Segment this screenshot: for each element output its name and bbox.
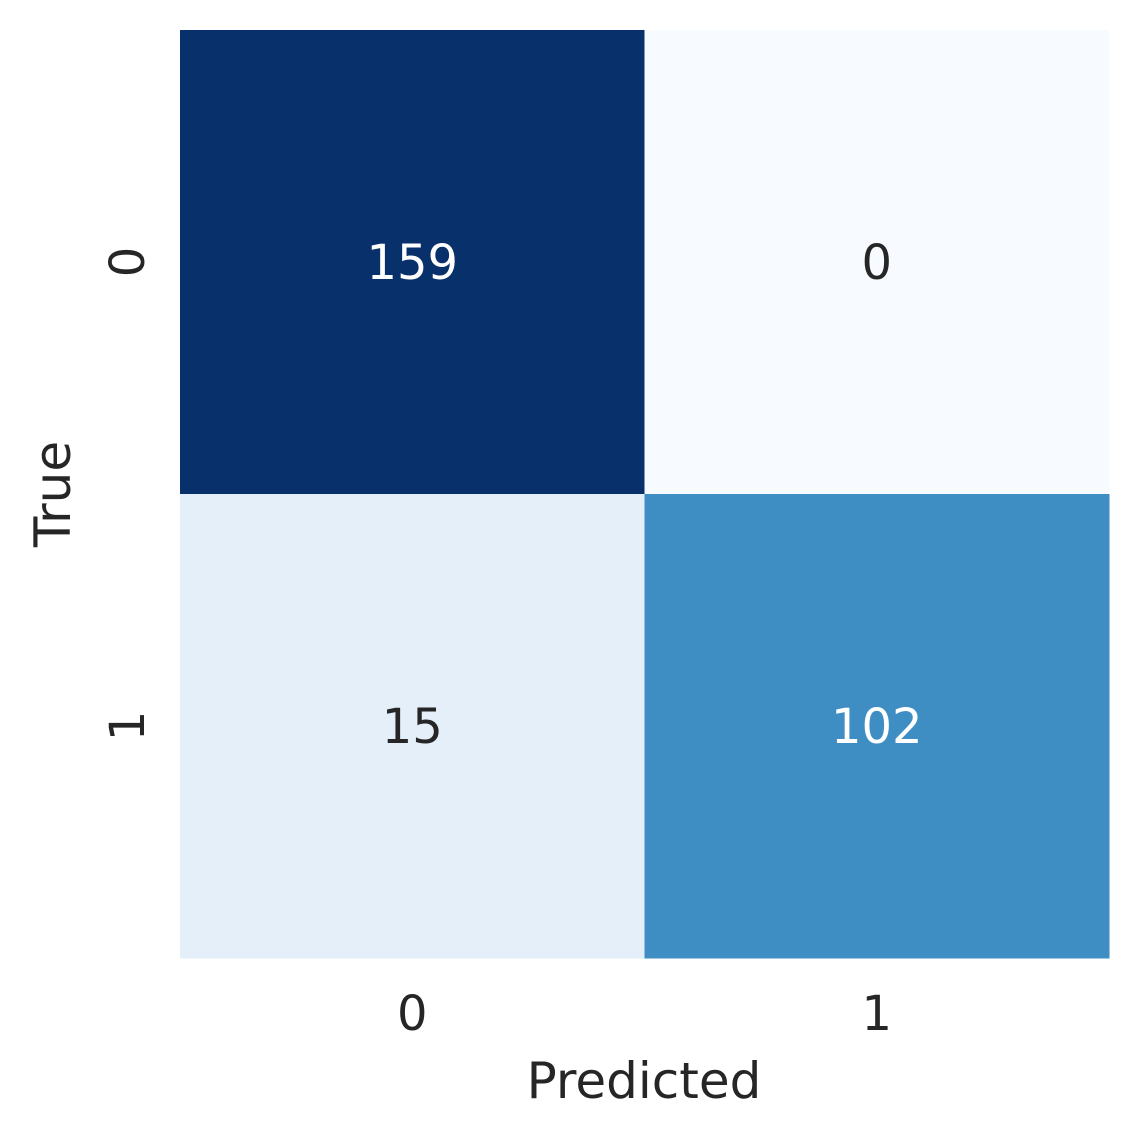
heatmap-cell-0-0 xyxy=(180,30,645,495)
y-axis-label: True xyxy=(24,441,82,548)
y-tick-labels: 01 xyxy=(100,247,156,742)
cell-value-0-1: 0 xyxy=(861,235,892,291)
cell-value-1-1: 102 xyxy=(831,699,923,755)
cell-annotations: 159 0 15 102 xyxy=(366,235,922,755)
x-axis-label: Predicted xyxy=(527,1052,762,1110)
heatmap-cell-1-1 xyxy=(644,494,1110,959)
y-tick-label-1: 1 xyxy=(100,711,156,742)
cell-value-1-0: 15 xyxy=(382,699,443,755)
heatmap-cell-0-1 xyxy=(644,30,1110,495)
heatmap-cells xyxy=(180,30,1110,959)
cell-value-0-0: 159 xyxy=(366,235,458,291)
y-tick-label-0: 0 xyxy=(100,247,156,278)
x-tick-label-0: 0 xyxy=(397,986,428,1042)
x-tick-label-1: 1 xyxy=(861,986,892,1042)
heatmap-cell-1-0 xyxy=(180,494,645,959)
